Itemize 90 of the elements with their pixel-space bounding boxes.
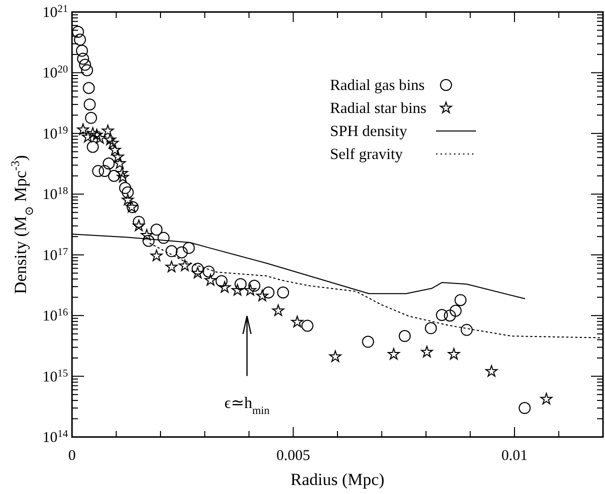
point <box>388 348 400 360</box>
point <box>90 128 103 140</box>
point <box>86 140 99 153</box>
point <box>450 304 462 317</box>
point <box>104 134 116 146</box>
y-tick-label: 10$^{17}$ <box>42 246 68 264</box>
point <box>234 278 247 290</box>
x-tick-label: 0.01 <box>501 448 528 464</box>
point <box>460 324 473 336</box>
point <box>362 336 374 348</box>
point <box>116 170 129 182</box>
point <box>277 286 290 298</box>
point <box>218 281 231 293</box>
y-tick-label: 10$^{18}$ <box>42 186 68 204</box>
point <box>114 157 126 169</box>
y-tick-label: 10$^{14}$ <box>42 428 69 446</box>
x-axis-title: Radius (Mpc) <box>290 470 384 489</box>
point <box>192 266 204 278</box>
point <box>166 260 178 272</box>
point <box>79 58 92 71</box>
point <box>85 112 98 124</box>
point <box>216 275 228 288</box>
point <box>420 346 433 358</box>
point <box>132 220 145 232</box>
point <box>77 123 90 135</box>
point <box>81 64 94 76</box>
point <box>424 322 437 334</box>
point <box>102 124 114 136</box>
point <box>182 242 195 254</box>
point <box>86 127 99 139</box>
point <box>72 26 84 38</box>
point <box>518 402 531 414</box>
point <box>262 286 274 298</box>
point <box>256 290 268 302</box>
point <box>142 234 155 247</box>
point <box>108 170 120 182</box>
point <box>112 150 124 162</box>
point <box>74 34 86 46</box>
point <box>132 216 145 228</box>
point <box>150 250 163 262</box>
point <box>82 130 94 142</box>
point <box>84 98 96 110</box>
legend-label: Self gravity <box>330 146 403 163</box>
point <box>76 44 88 57</box>
point <box>448 348 460 360</box>
legend-label: SPH density <box>330 123 408 140</box>
point <box>454 294 467 306</box>
annotation: ϵ≃h$_{min}$ <box>224 395 270 417</box>
point <box>176 246 188 258</box>
x-tick-label: 0 <box>68 448 76 464</box>
point <box>122 194 134 206</box>
point <box>398 330 411 342</box>
point <box>106 136 119 148</box>
x-tick-label: 0.005 <box>276 448 310 464</box>
point <box>82 82 95 94</box>
point <box>166 245 178 258</box>
point <box>204 274 217 286</box>
point <box>116 167 128 179</box>
point <box>329 350 342 362</box>
point <box>192 262 204 275</box>
point <box>119 182 132 194</box>
point <box>158 232 170 244</box>
point <box>77 52 90 65</box>
point <box>540 392 552 404</box>
y-tick-label: 10$^{16}$ <box>42 307 68 325</box>
y-tick-label: 10$^{20}$ <box>42 64 68 82</box>
point <box>102 157 115 170</box>
legend-label: Radial star bins <box>330 100 426 117</box>
point <box>92 165 104 178</box>
legend-label: Radial gas bins <box>330 77 425 94</box>
point <box>485 365 498 377</box>
point <box>231 284 244 296</box>
y-tick-label: 10$^{15}$ <box>42 368 68 386</box>
point <box>291 316 304 328</box>
point <box>122 186 134 198</box>
point <box>202 266 215 278</box>
y-tick-label: 10$^{21}$ <box>42 4 68 21</box>
point <box>444 310 456 322</box>
point <box>140 228 153 240</box>
point <box>272 304 284 316</box>
y-tick-label: 10$^{19}$ <box>42 124 68 142</box>
point <box>301 320 314 332</box>
point <box>94 132 106 144</box>
point <box>436 309 448 322</box>
point <box>150 224 163 236</box>
point <box>178 259 191 272</box>
point <box>248 280 260 292</box>
point <box>108 144 121 156</box>
point <box>98 165 111 178</box>
point <box>244 284 256 296</box>
